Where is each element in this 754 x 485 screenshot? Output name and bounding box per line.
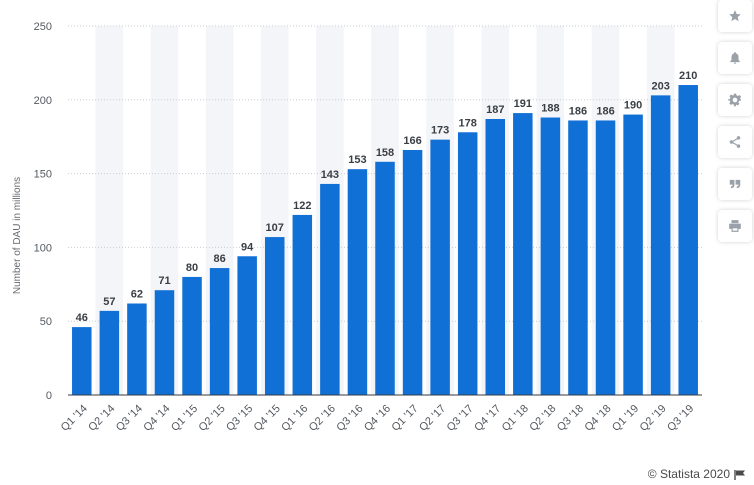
x-tick-label: Q3 '15: [224, 403, 255, 434]
bar-value-label: 173: [431, 125, 449, 137]
y-tick-label: 0: [46, 390, 52, 402]
print-icon: [728, 219, 742, 233]
x-tick-label: Q4 '16: [362, 403, 393, 434]
x-tick-label: Q2 '19: [638, 403, 669, 434]
y-axis-label: Number of DAU in millions: [12, 177, 23, 294]
x-tick-label: Q4 '15: [252, 403, 283, 434]
bar[interactable]: [72, 327, 92, 395]
y-tick-label: 100: [34, 242, 52, 254]
x-tick-label: Q1 '17: [390, 403, 421, 434]
x-tick-label: Q1 '18: [500, 403, 531, 434]
bar-value-label: 178: [459, 117, 477, 129]
bar[interactable]: [513, 113, 533, 396]
print-button[interactable]: [718, 210, 752, 242]
gear-icon: [728, 93, 742, 107]
bar-value-label: 203: [651, 80, 669, 92]
quote-icon: [728, 177, 742, 191]
bar[interactable]: [678, 85, 698, 395]
bar-value-label: 186: [596, 105, 614, 117]
bar[interactable]: [375, 161, 395, 395]
bar[interactable]: [209, 268, 230, 395]
x-tick-label: Q2 '17: [417, 403, 448, 434]
bar-value-label: 94: [241, 241, 254, 253]
bar-value-label: 143: [321, 169, 339, 181]
bar-value-label: 122: [293, 200, 311, 212]
credit-text: © Statista 2020: [647, 467, 730, 481]
bar-value-label: 166: [403, 135, 421, 147]
bar-value-label: 71: [158, 275, 170, 287]
bar-value-label: 158: [376, 147, 394, 159]
bar[interactable]: [320, 183, 340, 395]
bars: [72, 85, 698, 396]
y-tick-label: 200: [34, 95, 52, 107]
bar[interactable]: [650, 95, 671, 395]
x-tick-label: Q1 '16: [279, 403, 310, 434]
x-tick-label: Q3 '16: [334, 403, 365, 434]
bar[interactable]: [127, 303, 147, 395]
bar[interactable]: [457, 132, 478, 395]
bar[interactable]: [99, 310, 120, 395]
star-icon: [728, 9, 742, 23]
x-tick-label: Q4 '14: [141, 403, 172, 434]
bar-value-label: 210: [679, 70, 697, 82]
x-tick-label: Q4 '18: [582, 403, 613, 434]
bar[interactable]: [485, 118, 506, 395]
bar-value-label: 153: [348, 154, 366, 166]
bar[interactable]: [292, 214, 313, 395]
x-tick-label: Q3 '14: [114, 403, 145, 434]
bar[interactable]: [347, 169, 368, 395]
bar-value-label: 80: [186, 262, 198, 274]
bar-value-label: 190: [624, 100, 642, 112]
bar[interactable]: [540, 117, 561, 396]
bar[interactable]: [182, 276, 202, 395]
citation-button[interactable]: [718, 168, 752, 200]
bell-icon: [728, 51, 742, 65]
bar-value-label: 62: [131, 288, 143, 300]
share-button[interactable]: [718, 126, 752, 158]
x-tick-label: Q3 '18: [555, 403, 586, 434]
settings-button[interactable]: [718, 84, 752, 116]
bar-value-label: 191: [514, 98, 532, 110]
bar-value-label: 46: [76, 312, 88, 324]
bar-value-label: 187: [486, 104, 504, 116]
y-tick-label: 50: [40, 316, 52, 328]
bar-value-label: 186: [569, 105, 587, 117]
x-tick-label: Q2 '15: [197, 403, 228, 434]
bar-value-label: 57: [103, 296, 115, 308]
x-tick-label: Q2 '14: [86, 403, 117, 434]
share-icon: [728, 135, 742, 149]
x-tick-label: Q3 '19: [665, 403, 696, 434]
x-tick-label: Q2 '16: [307, 403, 338, 434]
x-tick-label: Q2 '18: [527, 403, 558, 434]
y-tick-label: 150: [34, 169, 52, 181]
bar[interactable]: [568, 120, 588, 396]
bar[interactable]: [237, 256, 257, 395]
bar-value-label: 107: [266, 222, 284, 234]
y-tick-label: 250: [34, 21, 52, 33]
notification-button[interactable]: [718, 42, 752, 74]
bar-value-label: 86: [213, 253, 225, 265]
bar[interactable]: [264, 237, 285, 395]
x-tick-label: Q1 '14: [59, 403, 90, 434]
x-tick-label: Q1 '19: [610, 403, 641, 434]
bar[interactable]: [154, 290, 175, 395]
favorite-button[interactable]: [718, 0, 752, 32]
x-tick-label: Q1 '15: [169, 403, 200, 434]
bar-value-label: 188: [541, 103, 559, 115]
bar[interactable]: [402, 149, 423, 395]
flag-icon: [734, 469, 746, 480]
bar[interactable]: [430, 139, 450, 395]
x-tick-label: Q4 '17: [472, 403, 503, 434]
x-tick-label: Q3 '17: [445, 403, 476, 434]
bar[interactable]: [595, 120, 616, 396]
bar-value-labels: 46 57 62 71 80 86 94 107 122 143 153 158 166 173 178 18…: [76, 70, 698, 324]
statista-credit[interactable]: © Statista 2020: [648, 467, 746, 481]
y-axis-ticks: 0 50 100 150 200 250: [34, 21, 52, 402]
bar[interactable]: [623, 114, 643, 395]
